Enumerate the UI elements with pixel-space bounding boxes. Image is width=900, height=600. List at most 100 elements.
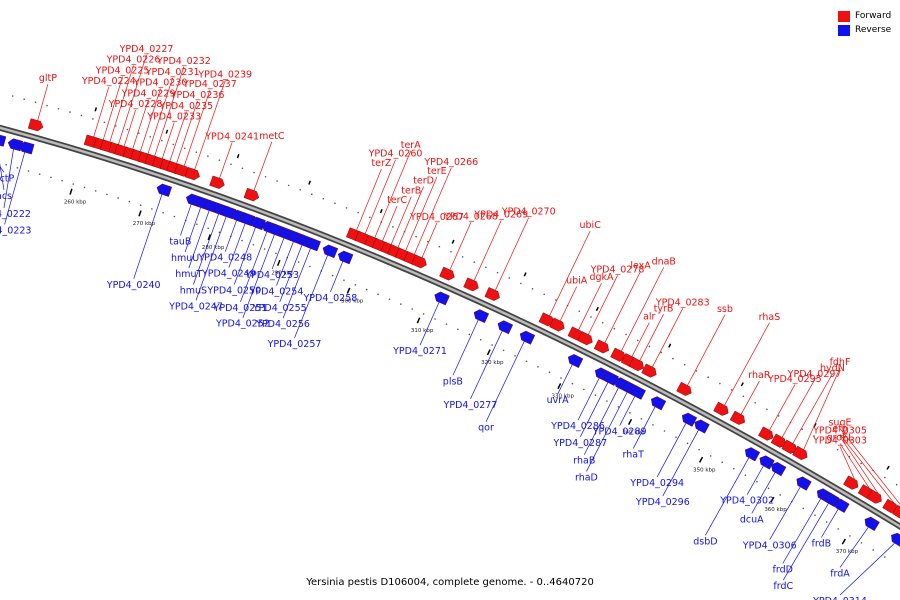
gene-label: YPD4_0231 [145,67,200,78]
gene-arrow [843,475,859,490]
gene-shape [796,476,812,491]
gene-leader [769,384,796,431]
gene-leader [584,387,619,455]
guide-dot [426,240,429,243]
scale-tick [416,317,421,324]
guide-dot [640,418,643,420]
gene-shape [864,516,880,532]
gene-leader [330,261,344,293]
guide-dot [508,277,511,279]
scale-label: 370 kbp [836,549,859,555]
gene-leader [118,54,147,145]
guide-dot [368,216,371,219]
gene-label: YPD4_0251 [213,303,268,314]
guide-dot [149,136,152,138]
guide-dot [128,200,131,203]
gene-leader [188,210,210,269]
guide-dot [648,345,651,348]
guide-dot [663,430,666,432]
gene-shape [866,489,882,504]
gene-shape [694,419,710,434]
gene-shape [463,277,479,292]
guide-dot [241,239,243,242]
gene-arrow [593,339,610,354]
guide-dot [884,556,886,558]
guide-dot [613,327,616,330]
gene-shape [628,357,644,372]
scale-label: 260 kbp [64,200,87,206]
guide-dot [813,435,815,437]
gene-arrow [577,331,593,346]
gene-shape [484,287,500,301]
guide-dot [83,186,86,189]
gene-leader [751,472,776,514]
gene-label: YPD4_0255 [252,303,307,314]
scale-tick [138,210,142,217]
gene-shape [305,237,321,252]
gene-leader [233,227,256,285]
gene-label: terB [401,186,421,197]
gene-label: rhaR [748,370,771,381]
gene-leader [705,457,750,536]
scale-tick [486,349,491,356]
gene-shape [497,320,514,335]
gene-leader [619,396,636,426]
gene-label: YPD4_0296 [635,497,690,508]
gene-leader [276,241,294,286]
guide-dot [184,147,186,150]
backbone-shadow [0,124,900,531]
gene-leader [139,88,161,152]
gene-label: actP [0,173,15,184]
gene-arrow [305,237,321,252]
gene-arrow [681,412,698,427]
gene-shape [593,339,610,354]
gene-label: YPD4_0297 [787,369,842,380]
guide-dot [126,128,129,131]
guide-dot [103,121,106,124]
guide-dot [660,351,662,354]
guide-dot [733,467,735,470]
gene-shape [577,331,593,346]
gene-leader [224,220,237,252]
gene-label: YPD4_0286 [550,421,605,432]
scale-label: 360 kbp [764,507,787,513]
guide-dot [617,406,620,408]
scale-ticks: 260 kbp 270 kbp 280 kbp 290 kbp 300 kbp 310 k… [64,107,890,555]
guide-dot [555,299,557,301]
gene-label: YPD4_0267 [409,212,464,223]
gene-leader [194,80,226,170]
gene-label: dnaB [652,256,676,267]
legend-label-reverse: Reverse [855,25,892,35]
gene-arrow [497,320,514,335]
guide-dot [38,173,41,175]
gene-label: YPD4_0294 [629,478,684,489]
gene-shape [209,175,225,189]
gene-arrow [758,426,774,441]
gene-leader [240,231,268,302]
gene-label: YPD4_0287 [552,438,607,449]
gene-label: qor [478,423,494,434]
guide-dot [825,521,828,523]
guide-dot [709,455,712,457]
gene-label: fdhF [830,357,851,368]
guide-dot [802,507,805,510]
gene-label: YPD4_0269 [473,209,528,220]
guide-dot [594,394,597,396]
guide-dot [695,370,698,372]
legend-item-forward: Forward [838,9,900,23]
gene-label: YPD4_0230 [133,78,188,89]
guide-dot [742,395,745,398]
gene-leader [133,194,163,279]
gene-leader [803,367,841,450]
gene-leader [253,141,273,191]
guide-dot [195,151,198,153]
scale-tick [698,456,704,463]
gene-label: YPD4_0229 [121,88,176,99]
guide-dot [636,339,639,342]
gene-arrow [463,277,479,292]
backbone-line [0,126,900,528]
guide-dot [601,321,604,324]
gene-leader [782,498,821,564]
guide-dot [264,175,267,178]
scale-tick [595,306,599,312]
